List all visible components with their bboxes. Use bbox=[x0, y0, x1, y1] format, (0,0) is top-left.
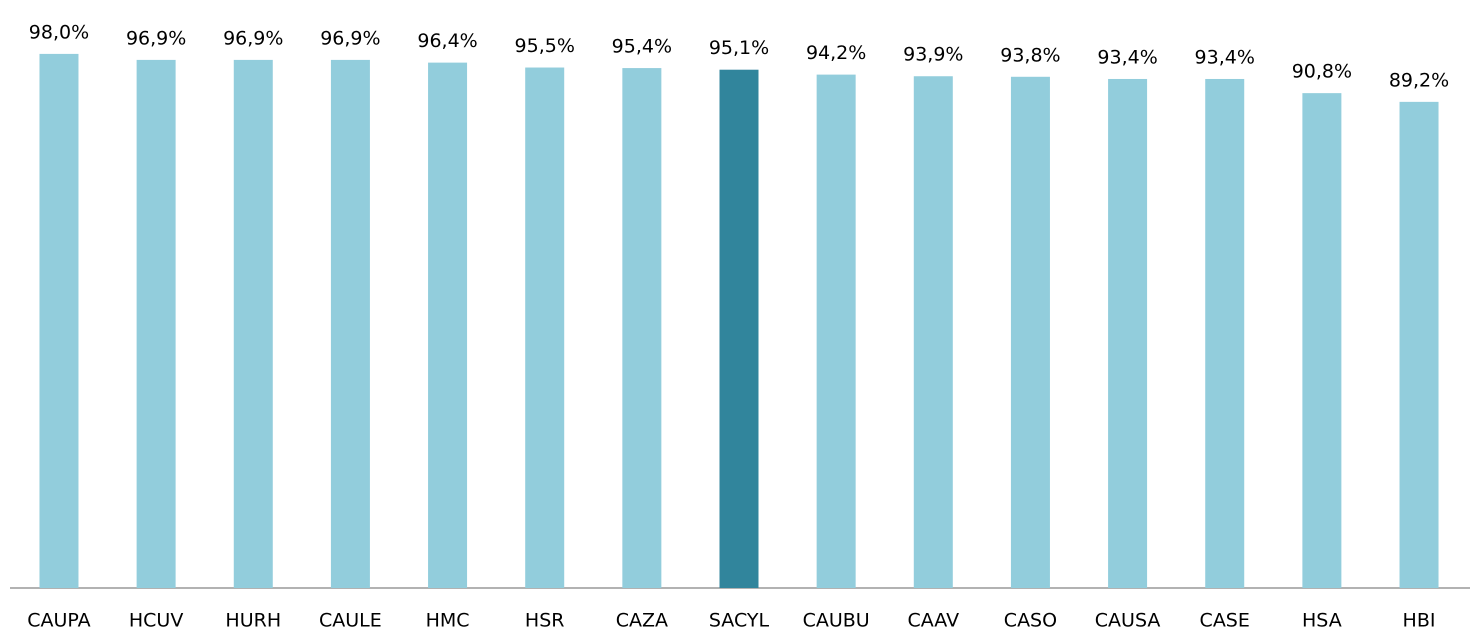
bar bbox=[1302, 93, 1342, 588]
value-label: 95,4% bbox=[612, 36, 672, 58]
value-label: 96,9% bbox=[126, 27, 186, 49]
x-tick-label: CAAV bbox=[908, 610, 960, 632]
x-tick-label: CAZA bbox=[616, 610, 668, 632]
value-label: 96,9% bbox=[223, 27, 283, 49]
x-tick-label: HBI bbox=[1403, 610, 1436, 632]
bar bbox=[330, 59, 370, 588]
value-label: 89,2% bbox=[1389, 69, 1449, 91]
x-tick-label: HCUV bbox=[129, 610, 183, 632]
bar bbox=[1205, 78, 1245, 588]
bar bbox=[1108, 78, 1148, 588]
bar bbox=[622, 68, 662, 588]
x-tick-label: CAUSA bbox=[1095, 610, 1161, 632]
bar bbox=[913, 76, 953, 589]
bar bbox=[428, 62, 468, 589]
x-tick-label: CAUPA bbox=[27, 610, 90, 632]
x-tick-label: HURH bbox=[225, 610, 281, 632]
x-tick-label: CASO bbox=[1004, 610, 1057, 632]
value-label: 95,5% bbox=[515, 35, 575, 57]
value-label: 98,0% bbox=[29, 21, 89, 43]
bar bbox=[525, 67, 565, 588]
x-tick-label: HMC bbox=[426, 610, 470, 632]
bar bbox=[136, 59, 176, 588]
x-tick-label: SACYL bbox=[709, 610, 770, 632]
value-label: 96,9% bbox=[320, 27, 380, 49]
x-tick-label: HSR bbox=[525, 610, 565, 632]
bar bbox=[233, 59, 273, 588]
value-label: 94,2% bbox=[806, 42, 866, 64]
value-label: 96,4% bbox=[417, 30, 477, 52]
x-tick-label: CAUBU bbox=[803, 610, 870, 632]
x-tick-label: CASE bbox=[1200, 610, 1250, 632]
bar bbox=[39, 53, 79, 588]
value-label: 93,9% bbox=[903, 44, 963, 66]
bar bbox=[1399, 101, 1439, 589]
bar bbox=[816, 74, 856, 589]
x-tick-label: CAULE bbox=[319, 610, 382, 632]
value-label: 93,4% bbox=[1195, 46, 1255, 68]
value-label: 93,8% bbox=[1000, 44, 1060, 66]
bar bbox=[1010, 76, 1050, 588]
bar bbox=[719, 69, 759, 588]
value-label: 90,8% bbox=[1292, 61, 1352, 83]
value-label: 95,1% bbox=[709, 37, 769, 59]
x-tick-label: HSA bbox=[1302, 610, 1342, 632]
value-label: 93,4% bbox=[1097, 46, 1157, 68]
